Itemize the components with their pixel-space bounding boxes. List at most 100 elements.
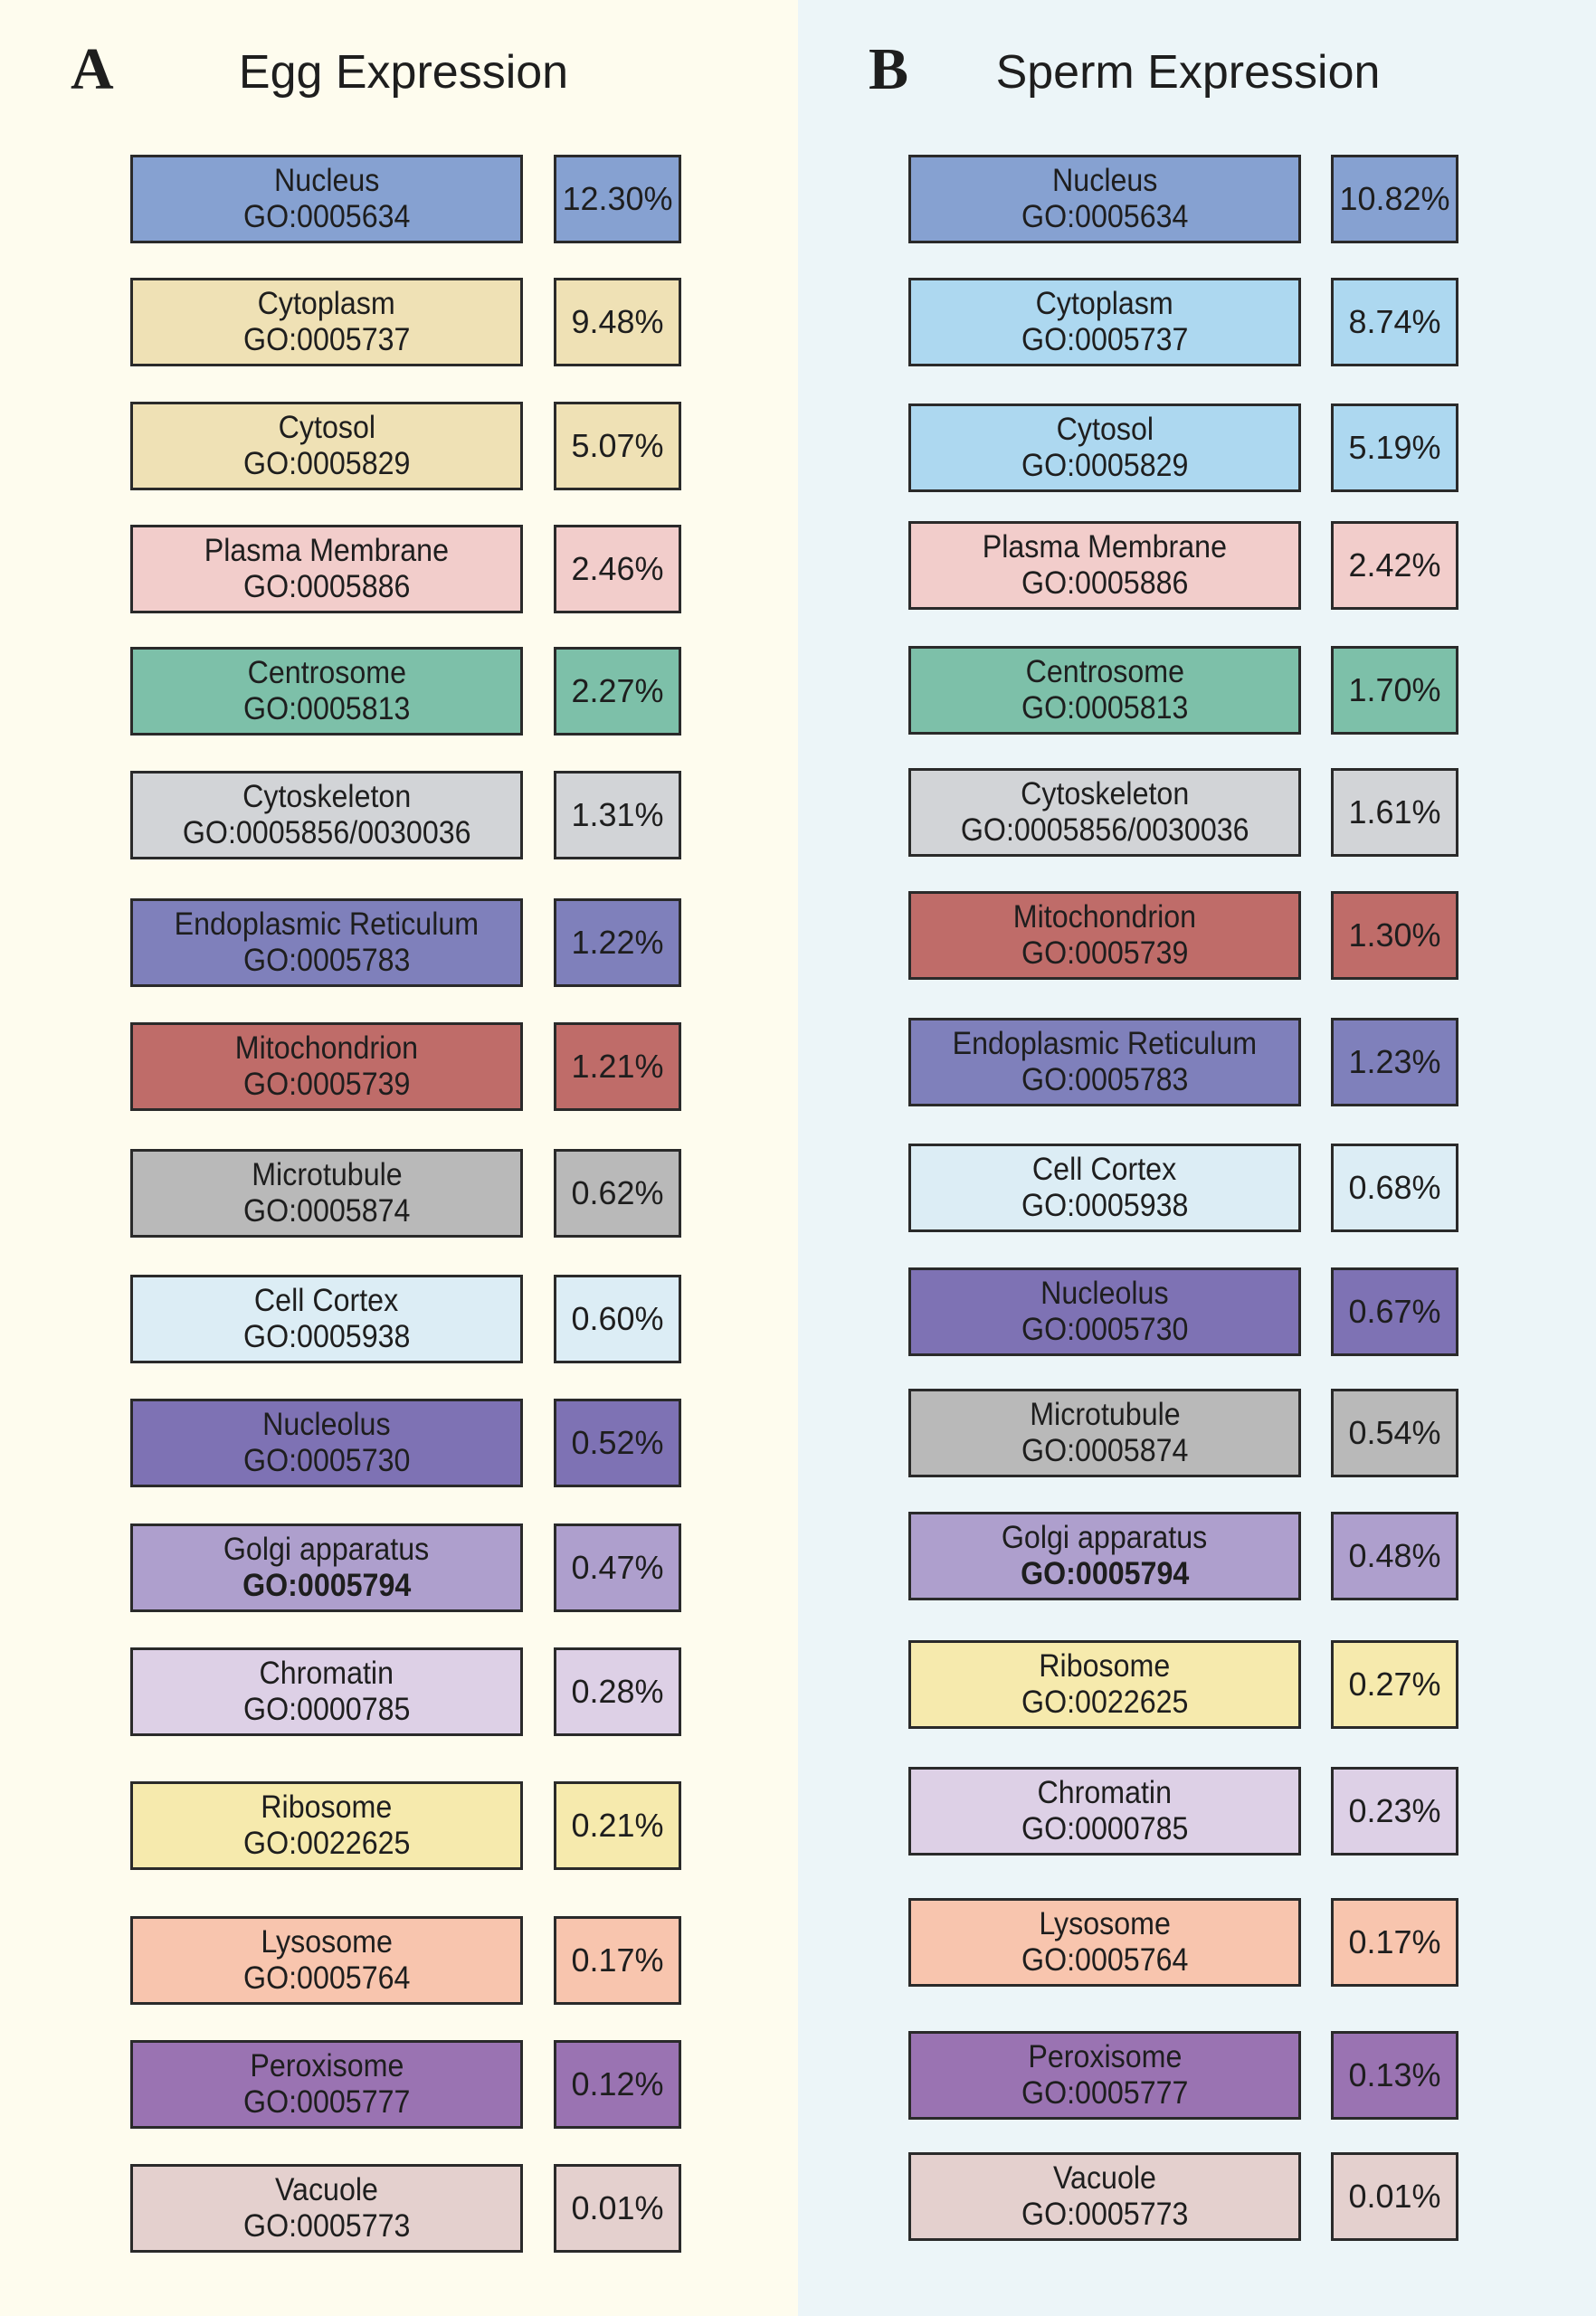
go-term: GO:0005737 xyxy=(1021,322,1189,357)
component-name: Cytosol xyxy=(1056,412,1154,447)
component-name: Plasma Membrane xyxy=(204,533,450,568)
component-name: Peroxisome xyxy=(1027,2039,1182,2074)
go-term: GO:0005856/0030036 xyxy=(182,815,471,850)
go-term: GO:0005874 xyxy=(1021,1433,1189,1468)
component-label-box: Cell Cortex GO:0005938 xyxy=(130,1275,523,1363)
percent-value: 1.23% xyxy=(1331,1018,1458,1106)
component-label-box: Chromatin GO:0000785 xyxy=(908,1767,1301,1856)
percent-value: 1.61% xyxy=(1331,768,1458,857)
component-label-box: Endoplasmic Reticulum GO:0005783 xyxy=(130,898,523,987)
percent-value: 0.62% xyxy=(554,1149,681,1238)
component-name: Cell Cortex xyxy=(1032,1152,1177,1187)
component-name: Plasma Membrane xyxy=(982,529,1228,565)
go-term: GO:0005813 xyxy=(242,691,411,726)
component-name: Cytoplasm xyxy=(257,286,396,321)
percent-value: 1.70% xyxy=(1331,646,1458,735)
go-term: GO:0005764 xyxy=(1021,1942,1189,1978)
component-name: Cytoplasm xyxy=(1035,286,1174,321)
component-name: Cytoskeleton xyxy=(242,779,412,814)
go-term: GO:0005730 xyxy=(1021,1312,1189,1347)
component-label-box: Mitochondrion GO:0005739 xyxy=(908,891,1301,980)
component-name: Nucleus xyxy=(273,163,380,198)
percent-value: 8.74% xyxy=(1331,278,1458,366)
percent-value: 1.22% xyxy=(554,898,681,987)
component-name: Nucleolus xyxy=(262,1407,391,1442)
percent-value: 12.30% xyxy=(554,155,681,243)
component-label-box: Microtubule GO:0005874 xyxy=(908,1389,1301,1477)
go-term: GO:0005777 xyxy=(1021,2075,1189,2111)
percent-value: 5.19% xyxy=(1331,403,1458,492)
component-label-box: Nucleolus GO:0005730 xyxy=(908,1267,1301,1356)
percent-value: 0.17% xyxy=(1331,1898,1458,1987)
percent-value: 1.31% xyxy=(554,771,681,859)
component-name: Centrosome xyxy=(1025,654,1184,689)
component-name: Endoplasmic Reticulum xyxy=(174,906,480,942)
percent-value: 1.21% xyxy=(554,1022,681,1111)
go-term: GO:0005737 xyxy=(242,322,411,357)
go-term: GO:0005764 xyxy=(242,1960,411,1996)
component-name: Chromatin xyxy=(259,1656,394,1691)
go-term: GO:0005739 xyxy=(242,1067,411,1102)
go-term: GO:0022625 xyxy=(242,1826,411,1861)
percent-value: 0.67% xyxy=(1331,1267,1458,1356)
percent-value: 0.54% xyxy=(1331,1389,1458,1477)
go-term: GO:0005730 xyxy=(242,1443,411,1478)
component-label-box: Vacuole GO:0005773 xyxy=(130,2164,523,2253)
percent-value: 2.27% xyxy=(554,647,681,736)
go-term: GO:0005856/0030036 xyxy=(960,812,1249,848)
component-name: Cytosol xyxy=(278,410,375,445)
panel-title: Sperm Expression xyxy=(995,46,1381,99)
component-name: Golgi apparatus xyxy=(1002,1520,1208,1555)
component-name: Mitochondrion xyxy=(1012,899,1197,935)
component-name: Cell Cortex xyxy=(254,1283,399,1318)
component-name: Mitochondrion xyxy=(234,1030,419,1066)
component-label-box: Lysosome GO:0005764 xyxy=(130,1916,523,2005)
go-term: GO:0005783 xyxy=(242,943,411,978)
component-label-box: Centrosome GO:0005813 xyxy=(908,646,1301,735)
go-term: GO:0005938 xyxy=(1021,1188,1189,1223)
component-name: Nucleolus xyxy=(1040,1276,1169,1311)
component-label-box: Cytosol GO:0005829 xyxy=(908,403,1301,492)
component-label-box: Golgi apparatus GO:0005794 xyxy=(130,1523,523,1612)
percent-value: 0.01% xyxy=(1331,2152,1458,2241)
component-name: Vacuole xyxy=(275,2172,378,2207)
percent-value: 1.30% xyxy=(1331,891,1458,980)
egg-expression-panel: A Egg Expression Nucleus GO:0005634 12.30%… xyxy=(0,0,798,2316)
percent-value: 0.12% xyxy=(554,2040,681,2129)
percent-value: 0.27% xyxy=(1331,1640,1458,1729)
go-term: GO:0005634 xyxy=(1021,199,1189,234)
go-term: GO:0005794 xyxy=(242,1568,412,1603)
panel-letter: B xyxy=(869,36,909,102)
component-label-box: Centrosome GO:0005813 xyxy=(130,647,523,736)
go-term: GO:0005773 xyxy=(1021,2197,1189,2232)
component-name: Ribosome xyxy=(261,1789,393,1825)
component-name: Vacuole xyxy=(1053,2160,1156,2196)
percent-value: 9.48% xyxy=(554,278,681,366)
percent-value: 10.82% xyxy=(1331,155,1458,243)
component-label-box: Cytoplasm GO:0005737 xyxy=(908,278,1301,366)
percent-value: 0.52% xyxy=(554,1399,681,1487)
component-name: Lysosome xyxy=(1039,1906,1171,1941)
component-name: Golgi apparatus xyxy=(223,1532,430,1567)
panel-letter: A xyxy=(71,36,114,102)
component-label-box: Plasma Membrane GO:0005886 xyxy=(130,525,523,613)
component-label-box: Vacuole GO:0005773 xyxy=(908,2152,1301,2241)
go-term: GO:0005794 xyxy=(1020,1556,1190,1591)
go-term: GO:0000785 xyxy=(1021,1811,1189,1846)
component-label-box: Ribosome GO:0022625 xyxy=(130,1781,523,1870)
go-term: GO:0005777 xyxy=(242,2084,411,2120)
component-name: Lysosome xyxy=(261,1924,393,1960)
component-label-box: Peroxisome GO:0005777 xyxy=(908,2031,1301,2120)
component-name: Microtubule xyxy=(1029,1397,1181,1432)
go-term: GO:0005634 xyxy=(242,199,411,234)
component-label-box: Cytosol GO:0005829 xyxy=(130,402,523,490)
component-label-box: Chromatin GO:0000785 xyxy=(130,1647,523,1736)
percent-value: 0.13% xyxy=(1331,2031,1458,2120)
component-name: Endoplasmic Reticulum xyxy=(952,1026,1258,1061)
component-label-box: Peroxisome GO:0005777 xyxy=(130,2040,523,2129)
percent-value: 5.07% xyxy=(554,402,681,490)
component-name: Centrosome xyxy=(247,655,406,690)
component-label-box: Mitochondrion GO:0005739 xyxy=(130,1022,523,1111)
component-label-box: Cytoplasm GO:0005737 xyxy=(130,278,523,366)
go-term: GO:0005886 xyxy=(1021,565,1189,601)
